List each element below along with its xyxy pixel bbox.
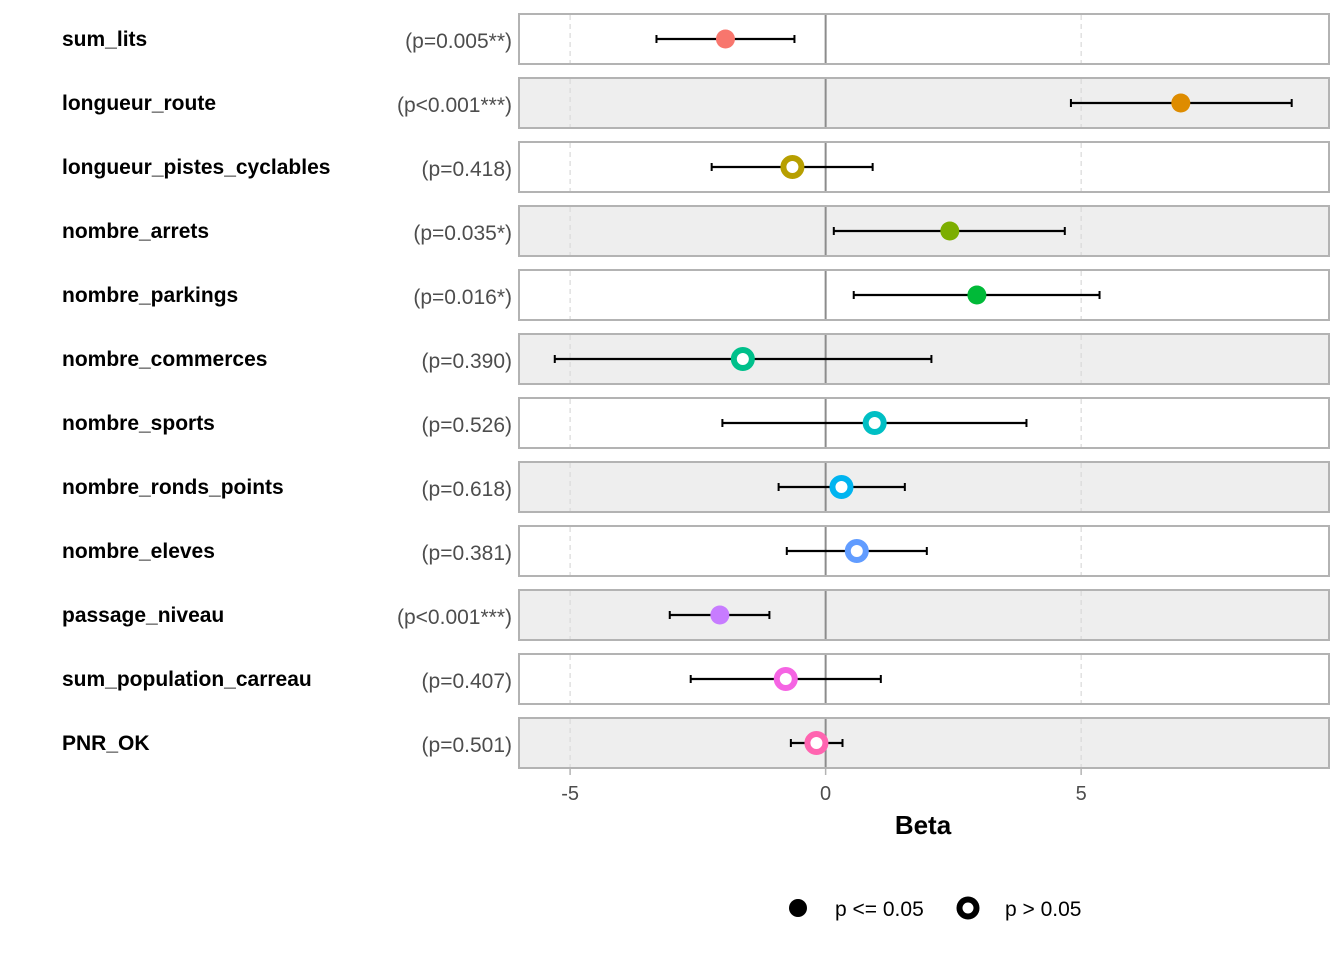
point-estimate-significant: [710, 605, 730, 625]
variable-label: nombre_ronds_points: [62, 476, 284, 499]
point-estimate-not-significant: [829, 475, 854, 499]
legend-label-not-significant: p > 0.05: [1005, 898, 1081, 921]
point-estimate-significant: [967, 285, 987, 305]
forest-row: PNR_OK (p=0.501): [62, 717, 1330, 769]
p-value-label: (p=0.035*): [413, 222, 512, 245]
x-tick-label: -5: [561, 783, 579, 805]
p-value-label: (p<0.001***): [397, 606, 512, 629]
p-value-label: (p=0.381): [422, 542, 512, 565]
variable-label: longueur_route: [62, 92, 216, 115]
forest-row: nombre_sports (p=0.526): [62, 397, 1330, 449]
forest-row: nombre_ronds_points (p=0.618): [62, 461, 1330, 513]
row-panel: [518, 653, 1330, 705]
variable-label: nombre_sports: [62, 412, 215, 435]
forest-row: nombre_arrets (p=0.035*): [62, 205, 1330, 257]
row-panel: [518, 13, 1330, 65]
variable-label: longueur_pistes_cyclables: [62, 156, 330, 179]
variable-label: nombre_eleves: [62, 540, 215, 563]
point-estimate-not-significant: [773, 667, 798, 691]
point-estimate-not-significant: [844, 539, 869, 563]
p-value-label: (p=0.526): [422, 414, 512, 437]
forest-row: sum_population_carreau (p=0.407): [62, 653, 1330, 705]
row-panel: [518, 461, 1330, 513]
rows-layer: sum_lits (p=0.005**) longueur_route (p<0.00…: [62, 13, 1330, 769]
point-estimate-not-significant: [780, 155, 805, 179]
forest-row: nombre_parkings (p=0.016*): [62, 269, 1330, 321]
x-axis: Beta -5 0 5: [561, 769, 1087, 840]
legend-filled-marker: [789, 899, 807, 917]
row-panel: [518, 141, 1330, 193]
point-estimate-not-significant: [862, 411, 887, 435]
variable-label: sum_lits: [62, 28, 147, 51]
variable-label: passage_niveau: [62, 604, 224, 627]
variable-label: sum_population_carreau: [62, 668, 312, 691]
p-value-label: (p=0.005**): [405, 30, 512, 53]
forest-row: passage_niveau (p<0.001***): [62, 589, 1330, 641]
variable-label: nombre_arrets: [62, 220, 209, 243]
p-value-label: (p<0.001***): [397, 94, 512, 117]
p-value-label: (p=0.501): [422, 734, 512, 757]
forest-row: longueur_route (p<0.001***): [62, 77, 1330, 129]
variable-label: nombre_parkings: [62, 284, 238, 307]
row-panel: [518, 589, 1330, 641]
p-value-label: (p=0.390): [422, 350, 512, 373]
p-value-label: (p=0.618): [422, 478, 512, 501]
x-tick-label: 5: [1076, 783, 1087, 805]
legend: p <= 0.05 p > 0.05: [789, 896, 1081, 921]
variable-label: PNR_OK: [62, 732, 150, 755]
p-value-label: (p=0.016*): [413, 286, 512, 309]
variable-label: nombre_commerces: [62, 348, 267, 371]
p-value-label: (p=0.418): [422, 158, 512, 181]
x-tick-label: 0: [820, 783, 831, 805]
forest-row: nombre_eleves (p=0.381): [62, 525, 1330, 577]
x-axis-title: Beta: [895, 810, 952, 840]
row-panel: [518, 717, 1330, 769]
point-estimate-significant: [1171, 93, 1191, 113]
point-estimate-significant: [715, 29, 735, 49]
legend-label-significant: p <= 0.05: [835, 898, 924, 921]
point-estimate-not-significant: [804, 731, 829, 755]
p-value-label: (p=0.407): [422, 670, 512, 693]
forest-row: nombre_commerces (p=0.390): [62, 333, 1330, 385]
point-estimate-significant: [940, 221, 960, 241]
legend-hollow-marker: [956, 896, 980, 920]
forest-row: longueur_pistes_cyclables (p=0.418): [62, 141, 1330, 193]
forest-row: sum_lits (p=0.005**): [62, 13, 1330, 65]
point-estimate-not-significant: [730, 347, 755, 371]
